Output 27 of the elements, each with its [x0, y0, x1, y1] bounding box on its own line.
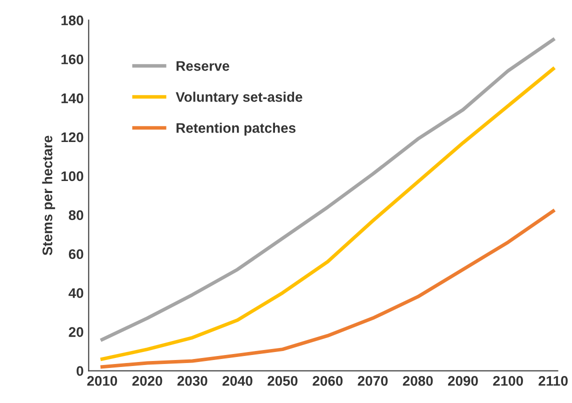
y-tick-label: 40 [68, 288, 84, 298]
x-tick-label: 2010 [87, 376, 118, 386]
x-tick-label: 2050 [268, 376, 298, 386]
y-tick-label: 120 [62, 132, 84, 142]
y-axis-title: Stems per hectare [42, 136, 56, 256]
x-tick-label: 2100 [493, 376, 523, 386]
legend-label: Voluntary set-aside [176, 92, 302, 105]
x-tick-label: 2040 [222, 376, 252, 386]
line-series [100, 209, 555, 369]
y-tick-label: 0 [76, 366, 84, 376]
y-tick-label: 140 [62, 93, 84, 104]
legend-label: Reserve [176, 61, 230, 71]
x-tick-label: 2110 [538, 376, 568, 386]
legend-label: Retention patches [176, 122, 296, 136]
x-tick-label: 2070 [358, 376, 388, 386]
x-tick-label: 2030 [177, 376, 208, 386]
y-tick-label: 80 [68, 210, 84, 220]
x-tick-label: 2020 [132, 376, 162, 386]
x-tick-label: 2080 [402, 376, 433, 386]
y-tick-label: 100 [62, 171, 84, 182]
y-tick-label: 60 [68, 249, 84, 260]
y-tick-label: 180 [62, 15, 84, 26]
y-tick-label: 20 [68, 327, 84, 337]
y-tick-label: 160 [62, 54, 84, 64]
x-tick-label: 2090 [448, 376, 478, 386]
x-tick-label: 2060 [312, 376, 343, 386]
line-series [100, 38, 555, 342]
